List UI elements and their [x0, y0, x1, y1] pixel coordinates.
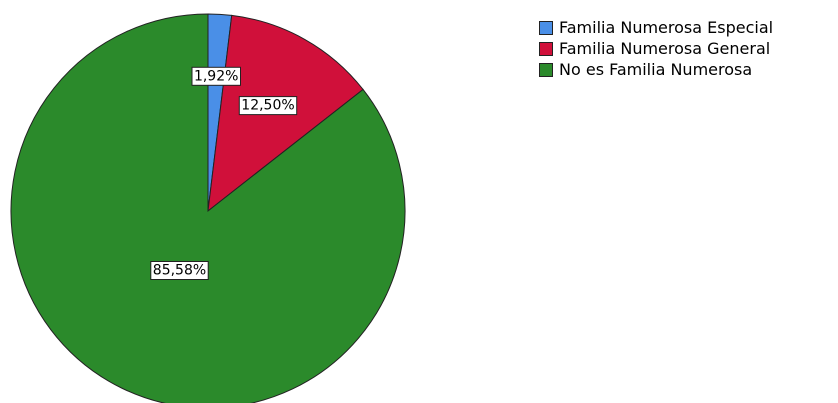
data-label-no-es-familia-numerosa: 85,58%: [150, 261, 209, 280]
legend-label-no-es-familia-numerosa: No es Familia Numerosa: [559, 60, 753, 79]
chart-legend: Familia Numerosa Especial Familia Numero…: [539, 17, 773, 80]
legend-label-familia-numerosa-especial: Familia Numerosa Especial: [559, 18, 774, 37]
data-label-box: [238, 96, 298, 116]
legend-item-familia-numerosa-general: Familia Numerosa General: [539, 38, 773, 59]
data-label-familia-numerosa-general: 12,50%: [238, 96, 298, 116]
legend-item-no-es-familia-numerosa: No es Familia Numerosa: [539, 59, 773, 80]
data-label-text: 1,92%: [194, 68, 238, 84]
pie-data-labels: 1,92%12,50% 85,58%: [150, 66, 298, 280]
legend-swatch-familia-numerosa-general: [539, 41, 553, 56]
legend-label-familia-numerosa-general: Familia Numerosa General: [559, 39, 771, 58]
legend-swatch-no-es-familia-numerosa: [539, 62, 553, 77]
pie-slice-no-es-familia-numerosa: [10, 13, 406, 403]
legend-item-familia-numerosa-especial: Familia Numerosa Especial: [539, 17, 773, 38]
legend-swatch-familia-numerosa-especial: [539, 20, 553, 35]
data-label-text: 12,50%: [241, 98, 294, 114]
data-label-box: [150, 261, 209, 280]
data-label-box: [191, 66, 241, 86]
data-label-familia-numerosa-especial: 1,92%: [191, 66, 241, 86]
data-label-text: 85,58%: [153, 263, 206, 279]
